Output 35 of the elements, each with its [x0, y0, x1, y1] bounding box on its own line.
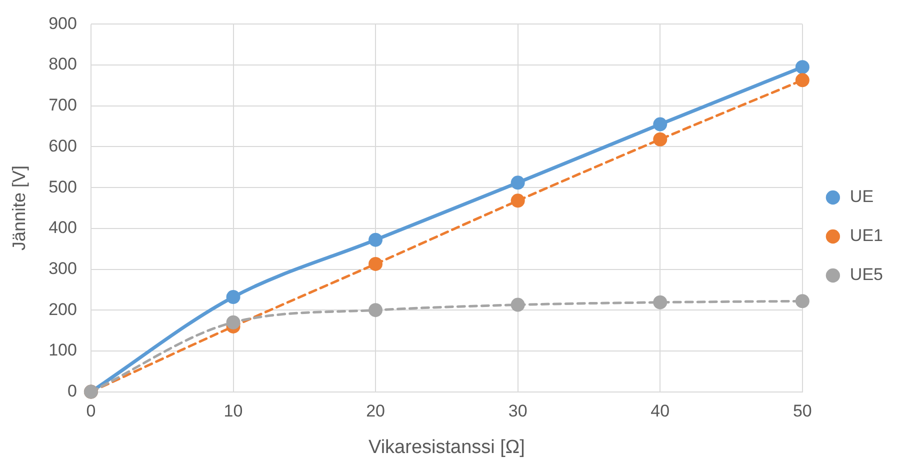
- y-tick-label: 700: [48, 96, 77, 115]
- point: [795, 73, 810, 88]
- x-tick-label: 50: [792, 402, 812, 421]
- point: [653, 295, 668, 310]
- point: [510, 176, 525, 190]
- x-tick-label: 0: [86, 402, 96, 421]
- x-tick-label: 30: [508, 402, 528, 421]
- y-tick-label: 200: [48, 300, 77, 319]
- point: [368, 303, 383, 318]
- point: [226, 290, 240, 304]
- x-axis-title: Vikaresistanssi [Ω]: [368, 436, 525, 458]
- point: [368, 232, 383, 247]
- x-tick-label: 10: [224, 402, 243, 421]
- y-tick-label: 500: [48, 177, 77, 196]
- legend-label: UE: [850, 187, 874, 206]
- x-tick-label: 20: [366, 402, 386, 421]
- y-tick-label: 600: [48, 136, 77, 156]
- legend-label: UE5: [850, 265, 884, 284]
- y-axis-title: Jännite [V]: [8, 165, 29, 251]
- point: [368, 256, 383, 271]
- point: [795, 294, 810, 308]
- y-tick-label: 0: [67, 381, 77, 400]
- legend-label: UE1: [850, 226, 884, 246]
- y-tick-label: 400: [48, 218, 77, 238]
- point: [795, 60, 810, 74]
- y-tick-label: 900: [48, 14, 77, 33]
- x-tick-label: 40: [650, 402, 670, 421]
- point: [510, 194, 525, 208]
- y-tick-label: 800: [48, 54, 77, 74]
- point: [653, 117, 668, 132]
- y-tick-label: 300: [48, 258, 77, 278]
- y-tick-label: 100: [48, 340, 77, 360]
- point: [653, 132, 668, 146]
- point: [510, 298, 525, 312]
- point: [226, 315, 240, 330]
